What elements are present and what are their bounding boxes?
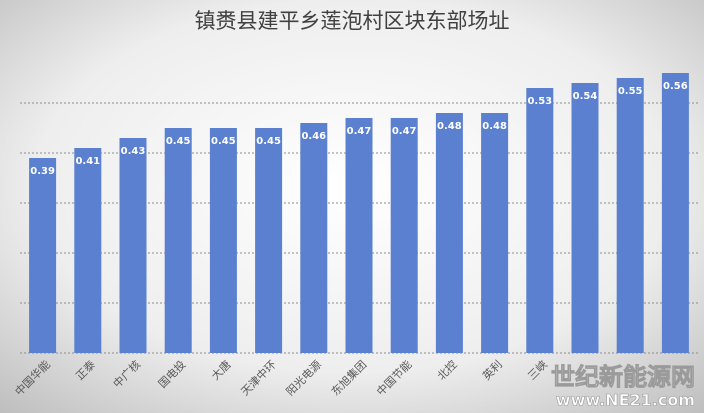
data-label: 0.48 xyxy=(482,121,507,132)
data-label: 0.48 xyxy=(437,121,462,132)
data-label: 0.45 xyxy=(166,136,191,147)
bar xyxy=(435,113,463,353)
data-label: 0.55 xyxy=(618,86,643,97)
data-label: 0.39 xyxy=(30,166,55,177)
bar xyxy=(164,128,192,353)
bar xyxy=(526,88,554,353)
watermark: 世纪新能源网 xyxy=(551,363,695,391)
bar xyxy=(29,158,57,353)
bar xyxy=(74,148,102,353)
bar xyxy=(616,78,644,353)
data-label: 0.45 xyxy=(256,136,281,147)
watermark-url: www.NE21.com xyxy=(556,391,695,410)
bar xyxy=(119,138,147,353)
chart-title: 镇赉县建平乡莲泡村区块东部场址 xyxy=(195,9,510,33)
bar xyxy=(481,113,509,353)
data-label: 0.43 xyxy=(121,146,146,157)
data-label: 0.45 xyxy=(211,136,236,147)
data-label: 0.41 xyxy=(75,156,100,167)
bar xyxy=(390,118,418,353)
data-label: 0.46 xyxy=(301,131,326,142)
bar xyxy=(571,83,599,353)
bar xyxy=(255,128,283,353)
data-label: 0.56 xyxy=(663,81,688,92)
bar xyxy=(661,73,689,353)
data-label: 0.53 xyxy=(527,96,552,107)
bar xyxy=(300,123,328,353)
bar xyxy=(345,118,373,353)
data-label: 0.54 xyxy=(573,91,598,102)
data-label: 0.47 xyxy=(392,126,417,137)
data-label: 0.47 xyxy=(347,126,372,137)
bar xyxy=(209,128,237,353)
